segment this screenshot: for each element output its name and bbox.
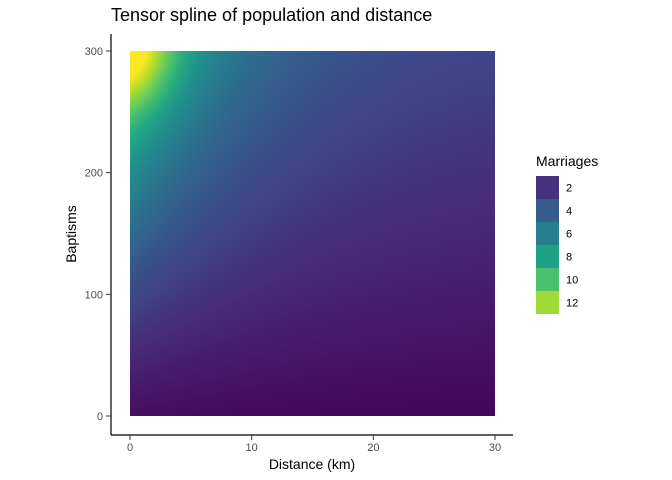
plot-area xyxy=(130,51,495,416)
legend-swatch xyxy=(536,245,559,268)
legend-label: 12 xyxy=(566,298,578,310)
legend-label: 6 xyxy=(566,229,572,241)
legend-swatch xyxy=(536,291,559,314)
legend-title: Marriages xyxy=(536,153,598,169)
x-tick-label: 0 xyxy=(127,442,133,454)
legend-swatch xyxy=(536,222,559,245)
y-tick-label: 0 xyxy=(97,411,103,423)
legend-label: 2 xyxy=(566,183,572,195)
legend-swatch xyxy=(536,199,559,222)
x-tick-label: 20 xyxy=(367,442,379,454)
legend-label: 4 xyxy=(566,206,572,218)
legend: Marriages 2 4 6 8 10 12 xyxy=(536,153,598,314)
y-tick-label: 300 xyxy=(85,46,103,58)
y-tick-label: 100 xyxy=(85,289,103,301)
x-ticks: 0 10 20 30 xyxy=(127,435,501,454)
heatmap-surface xyxy=(130,51,495,416)
chart-title: Tensor spline of population and distance xyxy=(111,5,432,25)
legend-label: 10 xyxy=(566,275,578,287)
legend-swatch xyxy=(536,268,559,291)
y-ticks: 0 100 200 300 xyxy=(85,46,111,423)
y-tick-label: 200 xyxy=(85,168,103,180)
legend-label: 8 xyxy=(566,252,572,264)
x-axis-title: Distance (km) xyxy=(269,456,355,472)
legend-items: 2 4 6 8 10 12 xyxy=(536,176,578,314)
legend-swatch xyxy=(536,176,559,199)
x-tick-label: 30 xyxy=(489,442,501,454)
x-tick-label: 10 xyxy=(246,442,258,454)
y-axis-title: Baptisms xyxy=(63,205,79,263)
